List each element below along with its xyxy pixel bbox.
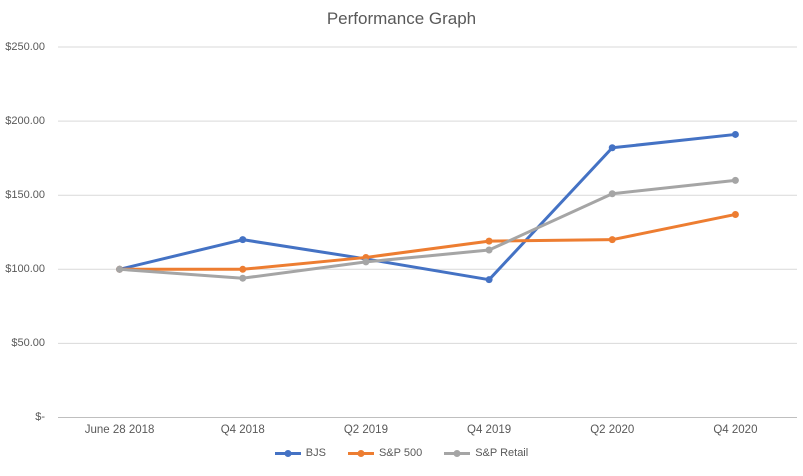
data-point-marker [608, 236, 616, 244]
legend-item-s-p-500: S&P 500 [347, 447, 423, 459]
legend-item-s-p-retail: S&P Retail [444, 447, 528, 459]
series-line [118, 178, 737, 280]
x-axis-category-label: Q2 2020 [590, 424, 635, 436]
data-point-marker [731, 130, 739, 138]
data-point-marker [239, 274, 247, 282]
y-axis-tick-label: $50.00 [11, 336, 45, 349]
gridlines [58, 46, 797, 418]
data-point-marker [239, 265, 247, 273]
legend-item-bjs: BJS [274, 447, 326, 459]
series-bjs [116, 130, 739, 284]
data-point-marker [485, 246, 493, 254]
legend-label: S&P Retail [475, 447, 529, 459]
series-line [118, 132, 737, 282]
series-line [118, 212, 737, 271]
data-point-marker [731, 176, 739, 184]
x-axis-category-label: Q4 2019 [467, 424, 512, 436]
legend-label: BJS [305, 447, 326, 459]
y-axis-tick-label: $- [35, 411, 45, 423]
x-axis-category-label: June 28 2018 [84, 424, 155, 436]
x-axis-category-label: Q4 2018 [220, 424, 265, 436]
chart-title: Performance Graph [326, 9, 477, 28]
x-axis-category-label: Q4 2020 [713, 424, 758, 436]
y-axis-tick-label: $100.00 [5, 262, 45, 275]
series-s-p-retail [116, 176, 739, 282]
series-s-p-500 [116, 210, 739, 273]
data-point-marker [485, 276, 493, 284]
data-point-marker [239, 236, 247, 244]
y-axis-tick-label: $250.00 [5, 40, 45, 53]
data-point-marker [608, 190, 616, 198]
data-point-marker [362, 258, 370, 266]
legend-marker-dot [284, 449, 292, 457]
data-point-marker [116, 265, 124, 273]
legend-label: S&P 500 [378, 447, 423, 459]
legend: BJS S&P 500 S&P Retail [0, 447, 803, 459]
data-point-marker [731, 210, 739, 218]
legend-marker-dot [453, 449, 461, 457]
y-axis-tick-label: $150.00 [5, 188, 45, 201]
legend-marker-dot [357, 449, 365, 457]
data-point-marker [485, 237, 493, 245]
legend-line-marker-icon [274, 449, 301, 457]
x-axis-category-label: Q2 2019 [343, 424, 388, 436]
y-axis-tick-label: $200.00 [5, 114, 45, 127]
legend-line-marker-icon [347, 449, 374, 457]
legend-line-marker-icon [444, 449, 471, 457]
data-point-marker [608, 144, 616, 152]
